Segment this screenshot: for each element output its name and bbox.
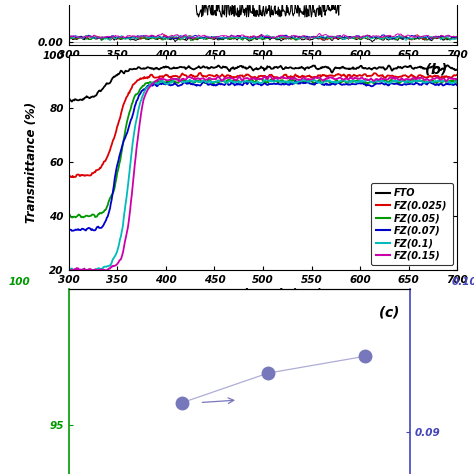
Y-axis label: Transmittance (%): Transmittance (%): [25, 102, 38, 223]
Text: $\bfit{(b)}$: $\bfit{(b)}$: [424, 61, 447, 77]
Legend: FTO, FZ(0.025), FZ(0.05), FZ(0.07), FZ(0.1), FZ(0.15): FTO, FZ(0.025), FZ(0.05), FZ(0.07), FZ(0…: [371, 183, 453, 265]
Text: $\bfit{(c)}$: $\bfit{(c)}$: [378, 304, 400, 320]
X-axis label: Wave length (nm): Wave length (nm): [204, 288, 322, 301]
Text: 0.10: 0.10: [452, 277, 474, 287]
Text: 100: 100: [9, 277, 30, 287]
X-axis label: Wave length (nm): Wave length (nm): [204, 63, 322, 76]
